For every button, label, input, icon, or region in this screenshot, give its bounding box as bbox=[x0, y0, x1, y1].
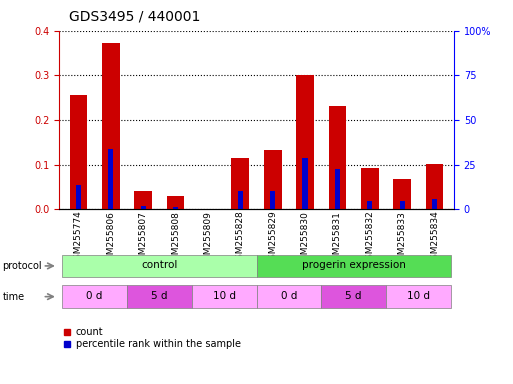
Text: protocol: protocol bbox=[3, 261, 42, 271]
Bar bbox=[167, 196, 185, 209]
Bar bbox=[141, 206, 146, 209]
Text: control: control bbox=[141, 260, 177, 270]
Bar bbox=[70, 96, 87, 209]
Bar bbox=[256, 285, 321, 308]
Bar bbox=[108, 149, 113, 209]
Bar bbox=[335, 169, 340, 209]
Bar bbox=[238, 192, 243, 209]
Bar bbox=[102, 43, 120, 209]
Bar bbox=[264, 151, 282, 209]
Bar bbox=[296, 75, 314, 209]
Text: 0 d: 0 d bbox=[281, 291, 297, 301]
Bar bbox=[256, 255, 451, 277]
Bar bbox=[76, 185, 81, 209]
Bar bbox=[393, 179, 411, 209]
Text: 5 d: 5 d bbox=[151, 291, 168, 301]
Text: GDS3495 / 440001: GDS3495 / 440001 bbox=[69, 9, 201, 23]
Bar bbox=[426, 164, 443, 209]
Bar bbox=[328, 106, 346, 209]
Bar bbox=[321, 285, 386, 308]
Bar bbox=[173, 207, 178, 209]
Bar bbox=[386, 285, 451, 308]
Text: 5 d: 5 d bbox=[345, 291, 362, 301]
Bar bbox=[302, 158, 308, 209]
Bar bbox=[367, 201, 372, 209]
Bar bbox=[62, 255, 256, 277]
Bar bbox=[62, 285, 127, 308]
Text: 10 d: 10 d bbox=[212, 291, 235, 301]
Legend: count, percentile rank within the sample: count, percentile rank within the sample bbox=[64, 328, 241, 349]
Bar bbox=[361, 168, 379, 209]
Bar bbox=[192, 285, 256, 308]
Text: progerin expression: progerin expression bbox=[302, 260, 406, 270]
Bar bbox=[400, 201, 405, 209]
Text: 10 d: 10 d bbox=[407, 291, 430, 301]
Bar bbox=[127, 285, 192, 308]
Text: time: time bbox=[3, 291, 25, 302]
Bar bbox=[134, 192, 152, 209]
Bar bbox=[432, 199, 437, 209]
Bar bbox=[270, 190, 275, 209]
Text: 0 d: 0 d bbox=[86, 291, 103, 301]
Bar bbox=[231, 158, 249, 209]
